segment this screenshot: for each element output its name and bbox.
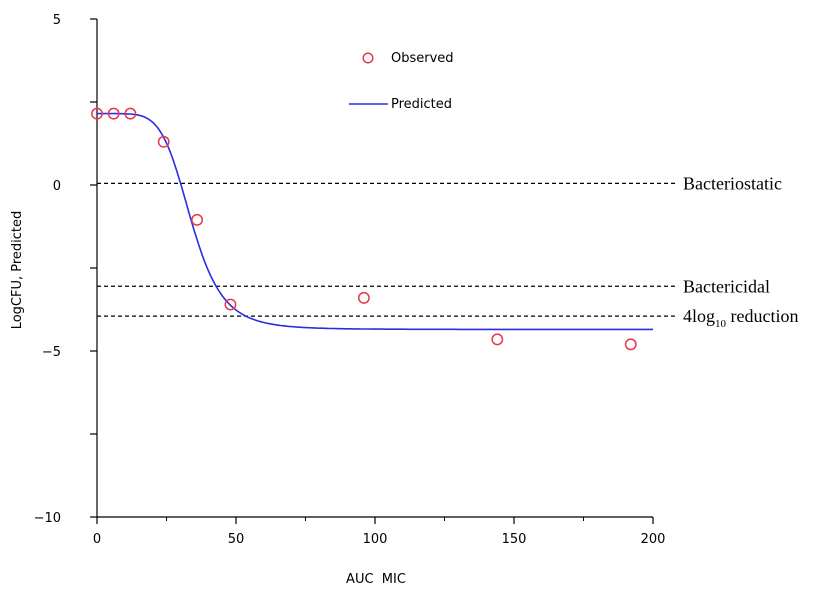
legend-observed-marker: [362, 52, 374, 64]
reference-line-label: Bactericidal: [683, 276, 770, 296]
y-tick-label: 5: [53, 13, 61, 28]
x-tick-label: 200: [641, 532, 666, 547]
observed-points: [91, 107, 637, 351]
x-tick-label: 100: [363, 532, 388, 547]
legend: Observed Predicted: [349, 51, 454, 112]
ref-label-sub: 10: [715, 318, 727, 330]
observed-point: [157, 135, 170, 148]
y-axis-title: LogCFU, Predicted: [10, 211, 25, 330]
observed-point: [91, 107, 103, 120]
predicted-curve: [97, 112, 653, 331]
observed-point: [191, 213, 204, 226]
x-tick-label: 150: [502, 532, 527, 547]
observed-point: [357, 291, 370, 304]
x-tick-label: 50: [228, 532, 245, 547]
x-tick-label: 0: [93, 532, 101, 547]
observed-point: [624, 338, 637, 351]
legend-predicted-label: Predicted: [391, 97, 452, 112]
legend-observed-label: Observed: [391, 51, 454, 66]
observed-point: [491, 333, 504, 346]
y-tick-label: 0: [53, 179, 61, 194]
observed-point: [124, 107, 137, 120]
observed-point: [107, 107, 120, 120]
ref-label-rest: reduction: [726, 306, 798, 326]
reference-lines: Bacteriostatic Bactericidal 4log10 reducti…: [97, 173, 799, 330]
y-tick-label: −5: [42, 345, 61, 360]
reference-line-label: 4log10 reduction: [683, 306, 799, 330]
reference-line-label: Bacteriostatic: [683, 173, 782, 193]
observed-point: [224, 298, 237, 311]
y-tick-label: −10: [34, 511, 61, 526]
ref-label-main: 4log: [683, 306, 715, 326]
axes: [96, 19, 653, 518]
x-axis-title: AUC MIC: [346, 572, 406, 587]
